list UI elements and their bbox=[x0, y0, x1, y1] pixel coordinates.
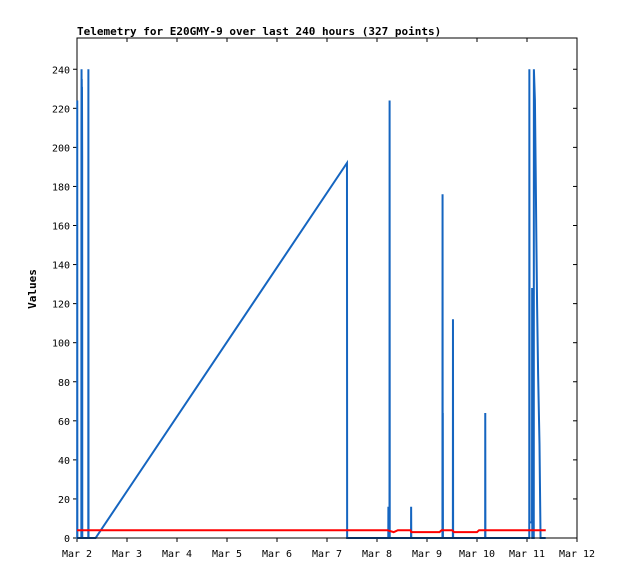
series-layer bbox=[77, 69, 546, 538]
y-tick-label: 80 bbox=[58, 378, 70, 389]
y-axis-label: Values bbox=[26, 269, 39, 309]
y-tick-label: 0 bbox=[64, 534, 70, 545]
x-tick-label: Mar 5 bbox=[212, 549, 242, 560]
y-tick-label: 240 bbox=[52, 65, 70, 76]
y-tick-label: 20 bbox=[58, 495, 70, 506]
x-tick-label: Mar 4 bbox=[162, 549, 192, 560]
x-tick-label: Mar 7 bbox=[312, 549, 342, 560]
plot-frame bbox=[77, 38, 577, 538]
x-tick-label: Mar 12 bbox=[559, 549, 595, 560]
y-tick-label: 160 bbox=[52, 222, 70, 233]
y-tick-label: 220 bbox=[52, 104, 70, 115]
x-tick-label: Mar 10 bbox=[459, 549, 495, 560]
series-line-2 bbox=[77, 530, 546, 532]
x-tick-label: Mar 9 bbox=[412, 549, 442, 560]
y-axis: 0 20 40 60 80 100 120 140 160 180 200 220 240 bbox=[52, 65, 577, 545]
y-tick-label: 40 bbox=[58, 456, 70, 467]
chart-title: Telemetry for E20GMY-9 over last 240 hou… bbox=[77, 25, 441, 38]
x-tick-label: Mar 6 bbox=[262, 549, 292, 560]
y-tick-label: 120 bbox=[52, 300, 70, 311]
x-axis: Mar 2 Mar 3 Mar 4 Mar 5 Mar 6 Mar 7 Mar 8 Mar 9… bbox=[62, 38, 595, 560]
y-tick-label: 200 bbox=[52, 143, 70, 154]
y-tick-label: 100 bbox=[52, 339, 70, 350]
x-tick-label: Mar 2 bbox=[62, 549, 92, 560]
x-tick-label: Mar 11 bbox=[509, 549, 545, 560]
y-tick-label: 60 bbox=[58, 417, 70, 428]
series-line-1 bbox=[77, 69, 546, 538]
x-tick-label: Mar 3 bbox=[112, 549, 142, 560]
y-tick-label: 140 bbox=[52, 261, 70, 272]
y-tick-label: 180 bbox=[52, 182, 70, 193]
x-tick-label: Mar 8 bbox=[362, 549, 392, 560]
